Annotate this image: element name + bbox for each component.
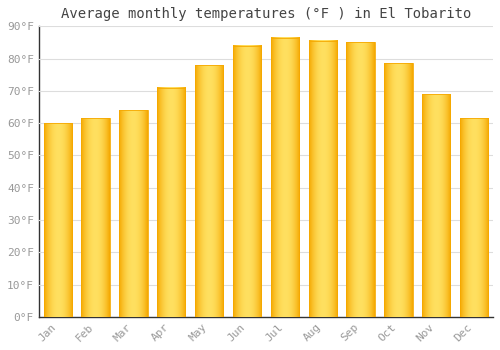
Title: Average monthly temperatures (°F ) in El Tobarito: Average monthly temperatures (°F ) in El… — [60, 7, 471, 21]
Bar — [460, 118, 488, 317]
Bar — [384, 63, 412, 317]
Bar — [422, 94, 450, 317]
Bar — [384, 63, 412, 317]
Bar — [119, 110, 148, 317]
Bar — [82, 118, 110, 317]
Bar — [157, 88, 186, 317]
Bar — [308, 41, 337, 317]
Bar — [233, 46, 261, 317]
Bar — [44, 123, 72, 317]
Bar — [308, 41, 337, 317]
Bar — [270, 37, 299, 317]
Bar — [422, 94, 450, 317]
Bar — [82, 118, 110, 317]
Bar — [346, 42, 375, 317]
Bar — [270, 37, 299, 317]
Bar — [195, 65, 224, 317]
Bar — [233, 46, 261, 317]
Bar — [460, 118, 488, 317]
Bar — [346, 42, 375, 317]
Bar — [195, 65, 224, 317]
Bar — [119, 110, 148, 317]
Bar — [157, 88, 186, 317]
Bar — [44, 123, 72, 317]
